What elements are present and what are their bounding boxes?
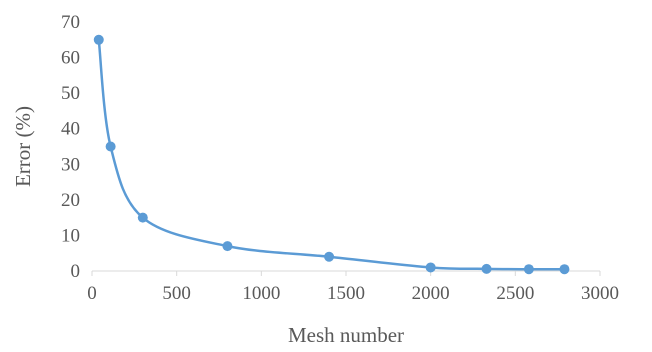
data-point (481, 263, 492, 274)
y-tick-label: 50 (61, 83, 80, 104)
y-axis-title: Error (%) (11, 106, 35, 187)
x-tick-label: 2000 (412, 283, 450, 304)
x-tick-label: 0 (87, 283, 97, 304)
y-tick-label: 30 (61, 154, 80, 175)
x-tick-label: 1500 (327, 283, 365, 304)
data-point (222, 241, 233, 252)
data-point (559, 264, 570, 275)
x-tick-label: 3000 (581, 283, 619, 304)
x-tick-label: 500 (162, 283, 191, 304)
y-tick-label: 60 (61, 48, 80, 69)
series (93, 34, 570, 275)
y-tick-label: 0 (71, 261, 81, 282)
series-line (97, 38, 566, 271)
data-point (137, 212, 148, 223)
y-tick-label: 10 (61, 225, 80, 246)
data-point (523, 264, 534, 275)
data-point (425, 262, 436, 273)
y-axis-ticks: 0 10 20 30 40 50 60 70 (61, 12, 80, 282)
x-tick-label: 1000 (242, 283, 280, 304)
data-point (105, 141, 116, 152)
y-tick-label: 40 (61, 119, 80, 140)
x-tick-label: 2500 (496, 283, 534, 304)
y-tick-label: 70 (61, 12, 80, 33)
y-tick-label: 20 (61, 190, 80, 211)
data-point (93, 34, 104, 45)
x-axis-ticks: 0 500 1000 1500 2000 2500 3000 (87, 271, 619, 304)
data-point (324, 251, 335, 262)
x-axis-title: Mesh number (288, 323, 404, 347)
